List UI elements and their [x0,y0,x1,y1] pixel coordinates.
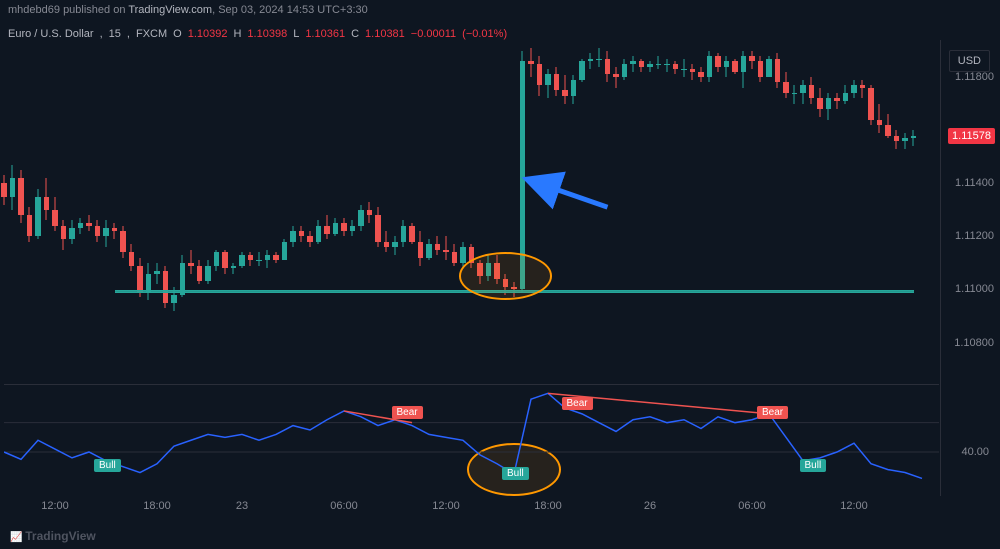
publish-bar: mhdebd69 published on TradingView.com, S… [0,0,1000,22]
low-value: 1.10361 [305,28,345,40]
open-value: 1.10392 [188,28,228,40]
indicator-svg [4,386,939,496]
price-tick: 1.10800 [954,337,994,349]
time-tick: 18:00 [143,500,171,512]
symbol-info-row: Euro / U.S. Dollar , 15 , FXCM O1.10392 … [8,28,507,40]
time-tick: 12:00 [41,500,69,512]
publish-user: mhdebd69 [8,4,60,16]
time-tick: 26 [644,500,656,512]
time-tick: 12:00 [840,500,868,512]
symbol-name[interactable]: Euro / U.S. Dollar [8,28,94,40]
close-value: 1.10381 [365,28,405,40]
change-pct: (−0.01%) [462,28,507,40]
divergence-tag-bear: Bear [562,397,593,410]
interval[interactable]: 15 [109,28,121,40]
divergence-tag-bear: Bear [757,406,788,419]
divergence-tag-bull: Bull [800,459,827,472]
publish-site: TradingView.com [128,4,212,16]
price-tick: 1.11400 [955,177,994,189]
time-tick: 23 [236,500,248,512]
time-tick: 12:00 [432,500,460,512]
time-axis: 12:00 18:00 23 06:00 12:00 18:00 26 06:00 12:00 [4,500,939,520]
price-tick: 1.11800 [955,71,994,83]
root: mhdebd69 published on TradingView.com, S… [0,0,1000,549]
price-tick: 1.11200 [955,230,994,242]
tradingview-watermark: TradingView [10,529,96,543]
close-label: C [351,28,359,40]
indicator-pane[interactable]: BullBearBullBearBearBull40.00 [4,386,939,496]
high-label: H [233,28,241,40]
price-tick: 1.11000 [955,283,994,295]
currency-badge: USD [949,50,990,72]
price-chart-pane[interactable]: 1.11578 [4,40,939,385]
publish-mid: published on [63,4,125,16]
price-axis: USD 1.11800 1.11400 1.11200 1.11000 1.10800 [940,40,1000,496]
high-value: 1.10398 [247,28,287,40]
divergence-tag-bull: Bull [94,459,121,472]
time-tick: 06:00 [738,500,766,512]
change-value: −0.00011 [411,28,456,40]
divergence-tag-bull: Bull [502,467,529,480]
divergence-tag-bear: Bear [392,406,423,419]
exchange: FXCM [136,28,167,40]
time-tick: 06:00 [330,500,358,512]
time-tick: 18:00 [534,500,562,512]
publish-date: Sep 03, 2024 14:53 UTC+3:30 [218,4,368,16]
arrow-annotation [4,40,939,385]
low-label: L [293,28,299,40]
open-label: O [173,28,182,40]
